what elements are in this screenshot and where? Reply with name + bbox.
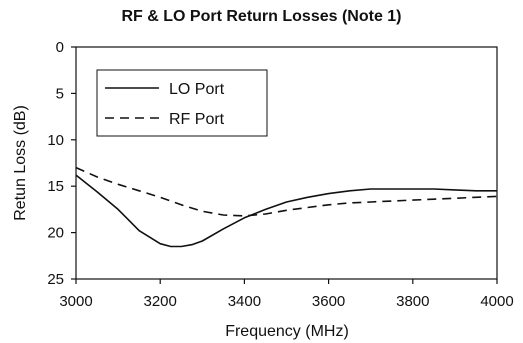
x-tick-label: 3400 [228,293,261,310]
plot-frame [75,46,498,280]
y-tick-label: 25 [47,271,64,288]
y-tick-label: 10 [47,132,64,149]
y-axis-label: Retun Loss (dB) [12,105,29,221]
y-axis-ticks: 0 5 10 15 20 25 [47,39,76,288]
legend-label: RF Port [169,111,225,128]
x-tick-label: 3800 [396,293,429,310]
x-tick-label: 4000 [480,293,513,310]
x-tick-label: 3000 [59,293,92,310]
legend-box [96,69,268,137]
y-tick-label: 20 [47,225,64,242]
chart-legend: LO Port RF Port [96,69,268,137]
chart-title: RF & LO Port Return Losses (Note 1) [121,8,402,25]
y-tick-label: 15 [47,178,64,195]
series-line-rf-port [75,166,498,217]
y-tick-label: 0 [56,39,64,56]
x-tick-label: 3200 [144,293,177,310]
series-line-lo-port [75,174,497,248]
chart-series-lines [75,166,498,248]
chart-axes [75,46,498,280]
x-tick-label: 3600 [312,293,345,310]
legend-label: LO Port [169,81,225,98]
y-tick-label: 5 [56,85,64,102]
x-axis-ticks: 3000 3200 3400 3600 3800 4000 [59,279,514,310]
x-axis-label: Frequency (MHz) [225,323,349,340]
